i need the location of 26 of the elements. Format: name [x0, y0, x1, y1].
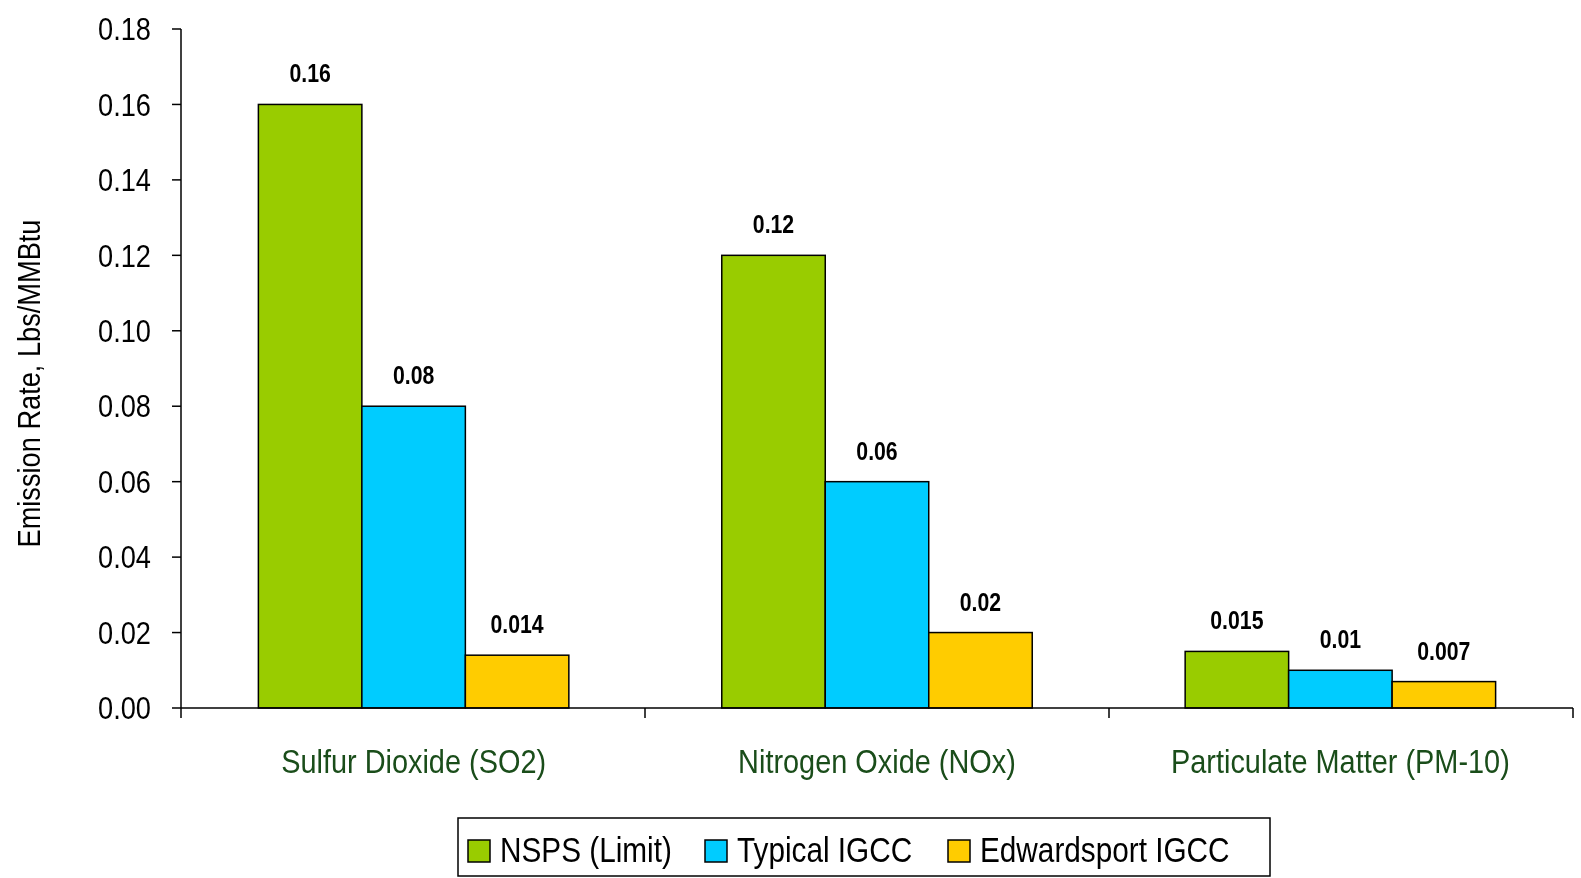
- y-tick-label: 0.14: [98, 162, 151, 198]
- y-axis-title: Emission Rate, Lbs/MMBtu: [10, 219, 47, 548]
- y-tick-label: 0.10: [98, 312, 151, 349]
- legend-label: NSPS (Limit): [500, 830, 672, 870]
- x-tick-label: Particulate Matter (PM-10): [1170, 741, 1510, 781]
- x-tick-label: Sulfur Dioxide (SO2): [281, 741, 547, 781]
- data-label: 0.014: [490, 610, 544, 639]
- data-label: 0.06: [856, 437, 898, 466]
- data-label: 0.015: [1210, 606, 1264, 635]
- data-label: 0.08: [392, 361, 435, 390]
- y-tick-label: 0.02: [98, 614, 151, 651]
- y-tick-label: 0.12: [98, 237, 151, 273]
- y-tick-label: 0.18: [98, 11, 151, 47]
- y-tick-label: 0.04: [98, 539, 151, 575]
- y-tick-label: 0.06: [98, 463, 151, 500]
- y-tick-label: 0.16: [98, 86, 151, 123]
- data-label: 0.007: [1417, 636, 1471, 665]
- legend-label: Typical IGCC: [737, 830, 913, 870]
- data-label: 0.16: [289, 59, 331, 88]
- y-tick-label: 0.08: [98, 388, 151, 424]
- data-label: 0.02: [959, 587, 1002, 616]
- data-label: 0.12: [752, 210, 795, 239]
- legend-label: Edwardsport IGCC: [980, 830, 1230, 870]
- y-tick-label: 0.00: [98, 690, 151, 726]
- data-label: 0.01: [1319, 625, 1362, 654]
- x-tick-label: Nitrogen Oxide (NOx): [738, 741, 1016, 781]
